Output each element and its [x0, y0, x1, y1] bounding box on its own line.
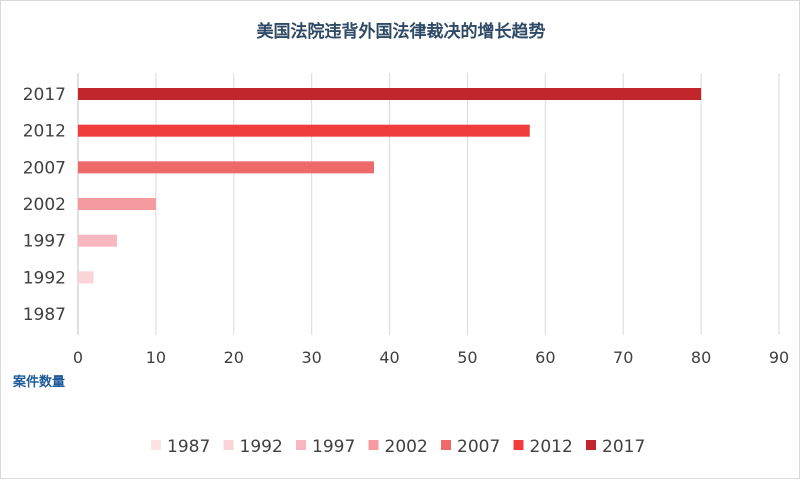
x-axis-label: 案件数量: [12, 374, 65, 390]
x-tick-label: 30: [301, 348, 321, 367]
x-tick-label: 40: [379, 348, 399, 367]
bar-1997: [78, 234, 117, 247]
y-tick-label: 2002: [23, 195, 66, 215]
x-tick-label: 20: [224, 348, 244, 367]
legend-swatch-2012: [513, 440, 524, 450]
x-tick-label: 60: [535, 348, 555, 367]
legend-swatch-1987: [151, 440, 161, 450]
y-tick-label: 1997: [23, 232, 66, 252]
legend-label-1997: 1997: [312, 437, 355, 457]
x-tick-label: 10: [146, 348, 166, 367]
chart-title: 美国法院违背外国法律裁决的增长趋势: [257, 21, 546, 42]
legend-label-2017: 2017: [602, 437, 645, 457]
y-tick-label: 1992: [23, 268, 66, 288]
x-tick-label: 0: [73, 348, 83, 367]
legend-label-2002: 2002: [385, 437, 428, 457]
x-tick-labels: 0 10 20 30 40 50 60 70 80 90: [73, 348, 789, 367]
x-tick-label: 50: [457, 348, 477, 367]
y-tick-label: 2012: [23, 122, 66, 142]
legend-swatch-1997: [296, 440, 306, 450]
x-tick-label: 80: [691, 348, 711, 367]
legend-label-2007: 2007: [457, 437, 500, 457]
y-tick-label: 2017: [23, 85, 66, 105]
bars: [78, 88, 702, 284]
x-tick-label: 70: [613, 348, 633, 367]
legend-label-1992: 1992: [240, 437, 283, 457]
grid-lines: [77, 73, 780, 335]
bar-1992: [78, 271, 94, 284]
legend-swatch-2017: [586, 440, 596, 450]
legend-label-1987: 1987: [167, 437, 210, 457]
x-tick-label: 90: [769, 348, 789, 367]
legend-swatch-1992: [223, 440, 234, 450]
y-tick-label: 1987: [23, 305, 66, 325]
bar-2007: [78, 161, 374, 174]
bar-2017: [78, 88, 702, 100]
y-tick-labels: 2017 2012 2007 2002 1997 1992 1987: [23, 85, 66, 325]
legend-swatch-2002: [368, 440, 379, 450]
legend-label-2012: 2012: [530, 437, 573, 457]
bar-2002: [78, 198, 156, 211]
y-tick-label: 2007: [23, 158, 66, 178]
legend: 1987 1992 1997 2002 2007 2012 2017: [151, 437, 645, 457]
bar-2012: [78, 124, 530, 137]
legend-swatch-2007: [441, 440, 451, 450]
